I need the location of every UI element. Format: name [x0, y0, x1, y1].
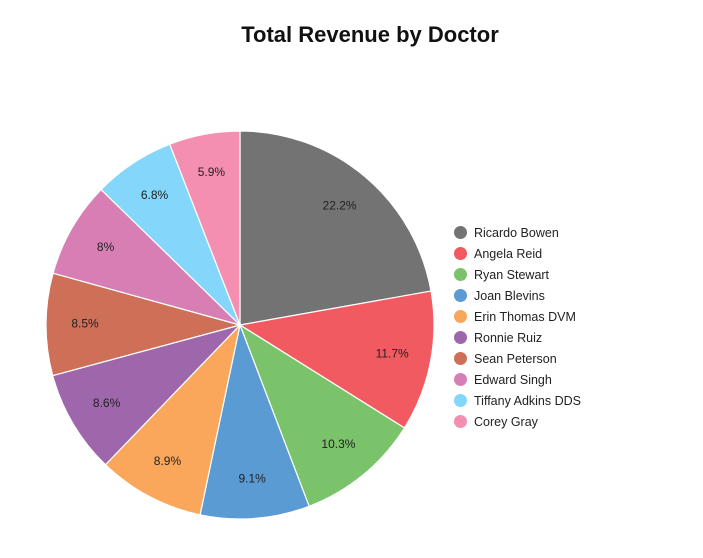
legend-label: Erin Thomas DVM — [474, 309, 576, 324]
legend-swatch — [454, 352, 467, 365]
legend-label: Angela Reid — [474, 246, 543, 261]
pie-slice-3 — [199, 322, 310, 520]
legend-item-1: Angela Reid — [454, 243, 581, 264]
slice-label-9: 5.9% — [198, 165, 226, 179]
legend-swatch — [454, 226, 467, 239]
chart-legend: Ricardo Bowen Angela Reid Ryan Stewart Joan… — [454, 222, 581, 432]
legend-item-6: Sean Peterson — [454, 348, 581, 369]
slice-label-7: 8% — [97, 240, 115, 254]
legend-item-7: Edward Singh — [454, 369, 581, 390]
slice-label-2: 10.3% — [321, 437, 355, 451]
slice-label-4: 8.9% — [154, 454, 182, 468]
legend-swatch — [454, 289, 467, 302]
pie-slice-4 — [104, 323, 242, 516]
legend-label: Tiffany Adkins DDS — [474, 393, 581, 408]
legend-swatch — [454, 373, 467, 386]
legend-label: Sean Peterson — [474, 351, 557, 366]
pie-slice-2 — [238, 323, 406, 508]
legend-swatch — [454, 415, 467, 428]
pie-slice-9 — [168, 130, 241, 326]
legend-item-9: Corey Gray — [454, 411, 581, 432]
pie-slice-5 — [51, 323, 242, 466]
pie-slice-1 — [238, 290, 435, 429]
legend-item-8: Tiffany Adkins DDS — [454, 390, 581, 411]
legend-label: Ricardo Bowen — [474, 225, 559, 240]
legend-swatch — [454, 331, 467, 344]
legend-label: Joan Blevins — [474, 288, 545, 303]
slice-label-8: 6.8% — [141, 188, 169, 202]
slice-label-1: 11.7% — [376, 347, 409, 361]
pie-slice-6 — [45, 272, 243, 377]
pie-slice-7 — [52, 188, 241, 326]
legend-item-3: Joan Blevins — [454, 285, 581, 306]
legend-label: Ronnie Ruiz — [474, 330, 543, 345]
pie-slice-0 — [239, 130, 432, 326]
legend-item-4: Erin Thomas DVM — [454, 306, 581, 327]
slice-label-3: 9.1% — [238, 472, 266, 486]
legend-swatch — [454, 247, 467, 260]
legend-label: Ryan Stewart — [474, 267, 550, 282]
legend-label: Edward Singh — [474, 372, 552, 387]
legend-item-0: Ricardo Bowen — [454, 222, 581, 243]
legend-label: Corey Gray — [474, 414, 538, 429]
slice-label-5: 8.6% — [93, 396, 121, 410]
legend-swatch — [454, 310, 467, 323]
legend-swatch — [454, 268, 467, 281]
legend-swatch — [454, 394, 467, 407]
slice-label-0: 22.2% — [323, 198, 357, 212]
slice-label-6: 8.5% — [71, 317, 99, 331]
legend-item-5: Ronnie Ruiz — [454, 327, 581, 348]
chart-title: Total Revenue by Doctor — [241, 22, 499, 47]
legend-item-2: Ryan Stewart — [454, 264, 581, 285]
